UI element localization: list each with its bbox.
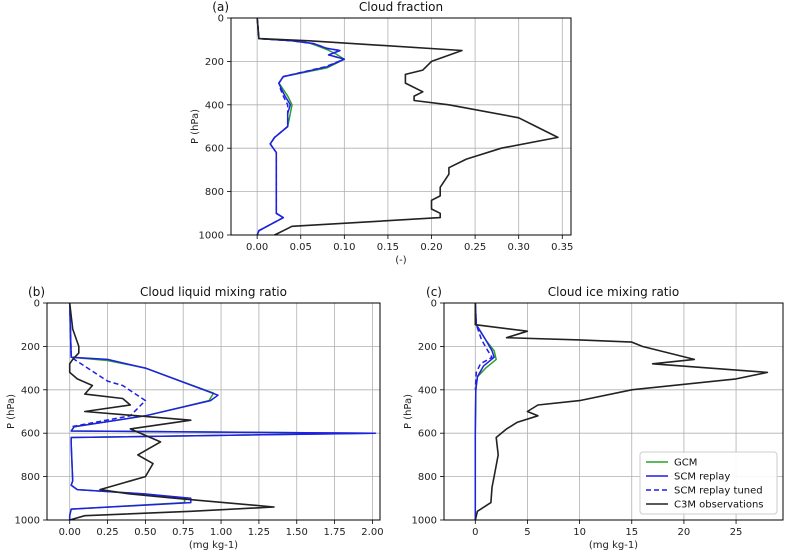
y-tick-label: 200	[205, 57, 224, 68]
panel-label: (b)	[28, 285, 45, 299]
x-tick-label: 0.50	[134, 527, 156, 538]
y-tick-label: 1000	[412, 516, 437, 527]
series-line-scm-replay	[474, 302, 495, 520]
plot-frame	[230, 17, 572, 236]
x-axis-label: (-)	[395, 255, 407, 266]
plot-frame	[443, 302, 784, 521]
x-tick-label: 20	[678, 527, 691, 538]
legend-entry: SCM replay tuned	[674, 486, 763, 497]
x-tick-label: 0.10	[333, 242, 355, 253]
chart-title: Cloud ice mixing ratio	[548, 285, 679, 299]
panel-1: 0.00 0.05 0.10 0.15 0.20 0.25 0.30 0.35 0 200 400 6…	[190, 0, 573, 266]
y-tick-label: 400	[205, 100, 224, 111]
x-tick-label: 0.25	[96, 527, 118, 538]
x-tick-label: 1.25	[248, 527, 270, 538]
x-tick-label: 0.35	[551, 242, 573, 253]
x-tick-label: 0.75	[172, 527, 194, 538]
x-tick-label: 0.25	[464, 242, 486, 253]
legend-entry: SCM replay	[674, 472, 730, 483]
y-tick-label: 600	[21, 429, 40, 440]
x-tick-label: 25	[730, 527, 743, 538]
legend-entry: C3M observations	[674, 500, 764, 511]
x-tick-label: 1.50	[286, 527, 308, 538]
x-tick-label: 15	[625, 527, 638, 538]
series-line-scm-replay	[68, 302, 377, 520]
series-line-c3m-observations	[256, 17, 559, 236]
chart-title: Cloud fraction	[359, 0, 443, 14]
y-tick-label: 800	[418, 472, 437, 483]
y-axis-label: P (hPa)	[190, 109, 201, 144]
x-tick-label: 1.00	[210, 527, 232, 538]
series-line-c3m-observations	[68, 302, 275, 521]
panel-label: (a)	[212, 0, 229, 14]
x-tick-label: 0.00	[59, 527, 81, 538]
y-tick-label: 1000	[199, 231, 224, 242]
x-tick-label: 10	[573, 527, 586, 538]
y-tick-label: 200	[418, 342, 437, 353]
series-line-scm-replay-tuned	[256, 17, 346, 236]
legend-entry: GCM	[674, 458, 697, 469]
panel-3: 0 5 10 15 20 25 0 200 400 600 800 1000 Cloud ice mix…	[403, 285, 784, 551]
y-tick-label: 800	[205, 187, 224, 198]
x-axis-label: (mg kg-1)	[189, 540, 238, 551]
y-tick-label: 1000	[15, 516, 40, 527]
y-axis-label: P (hPa)	[6, 394, 17, 429]
x-tick-label: 0.15	[377, 242, 399, 253]
series-line-scm-replay-tuned	[474, 302, 493, 390]
series-line-gcm	[474, 302, 497, 520]
legend: GCM SCM replay SCM replay tuned C3M observa…	[639, 451, 778, 515]
y-tick-label: 0	[218, 14, 224, 25]
x-tick-label: 0.30	[508, 242, 530, 253]
y-tick-label: 600	[418, 429, 437, 440]
y-tick-label: 800	[21, 472, 40, 483]
x-axis-label: (mg kg-1)	[589, 540, 638, 551]
series-line-c3m-observations	[474, 303, 769, 521]
x-tick-label: 2.00	[361, 527, 383, 538]
x-tick-label: 0.05	[290, 242, 312, 253]
y-tick-label: 600	[205, 144, 224, 155]
x-tick-label: 0.00	[246, 242, 268, 253]
x-tick-label: 0	[472, 527, 478, 538]
legend-box	[639, 451, 778, 515]
y-axis-label: P (hPa)	[403, 394, 414, 429]
y-tick-label: 0	[34, 299, 40, 310]
x-tick-label: 1.75	[323, 527, 345, 538]
x-tick-label: 0.20	[420, 242, 442, 253]
y-tick-label: 400	[21, 385, 40, 396]
chart-title: Cloud liquid mixing ratio	[140, 285, 287, 299]
panel-2: 0.00 0.25 0.50 0.75 1.00 1.25 1.50 1.75 2.00 0 200…	[6, 285, 384, 551]
y-tick-label: 0	[431, 299, 437, 310]
y-tick-label: 400	[418, 385, 437, 396]
panel-label: (c)	[426, 285, 442, 299]
plot-frame	[46, 302, 381, 521]
x-tick-label: 5	[524, 527, 530, 538]
y-tick-label: 200	[21, 342, 40, 353]
